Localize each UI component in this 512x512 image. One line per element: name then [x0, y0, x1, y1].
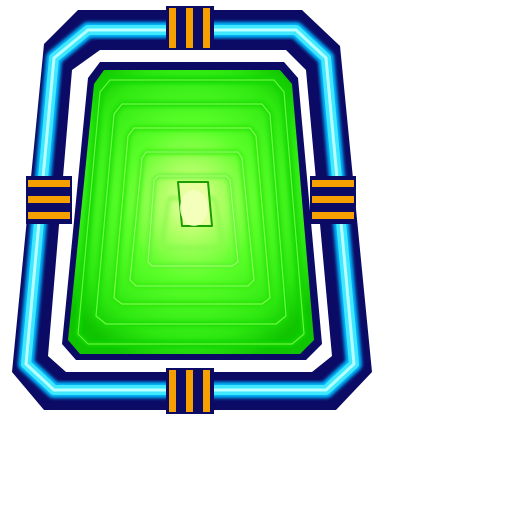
clamp-right — [310, 176, 356, 224]
clamp-bottom — [166, 368, 214, 414]
energy-panel — [68, 70, 314, 354]
clamp-left — [26, 176, 72, 224]
frame-glow-ring — [18, 22, 362, 398]
clamp-top — [166, 6, 214, 50]
